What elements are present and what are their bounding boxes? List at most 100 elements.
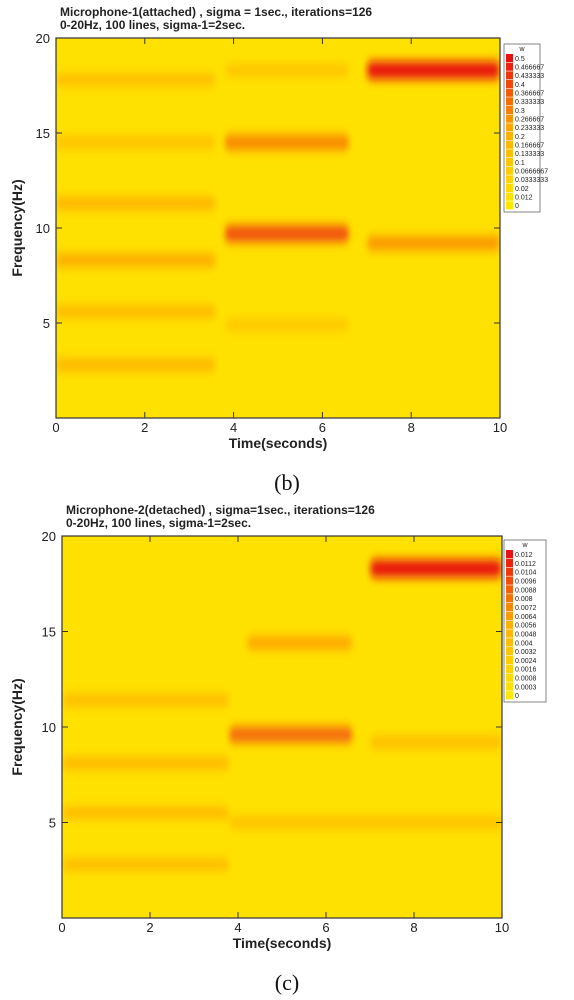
legend-level-label: 0.466667: [515, 65, 544, 72]
legend-swatch: [506, 184, 513, 193]
y-tick-label: 5: [49, 816, 56, 831]
legend-swatch: [506, 664, 513, 673]
y-tick-label: 10: [36, 221, 50, 236]
legend-level-label: 0.0056: [515, 623, 537, 630]
heatmap-bands: [56, 61, 500, 372]
y-tick-label: 15: [42, 625, 56, 640]
heat-band-8: [224, 64, 350, 76]
legend-level-label: 0.266667: [515, 117, 544, 124]
heat-band-core-6: [228, 138, 346, 147]
chart-title: Microphone-1(attached) , sigma = 1sec., …: [60, 5, 372, 19]
legend-swatch: [506, 638, 513, 647]
heat-band-5: [62, 694, 230, 707]
legend-swatch: [506, 620, 513, 629]
x-tick-label: 8: [410, 920, 417, 935]
legend-swatch: [506, 576, 513, 585]
legend-level-label: 0.0016: [515, 667, 537, 674]
panel-0: Microphone-1(attached) , sigma = 1sec., …: [9, 5, 548, 451]
legend-level-label: 0.012: [515, 195, 533, 202]
legend-level-label: 0.5: [515, 56, 525, 63]
x-tick-label: 6: [319, 420, 326, 435]
heat-band-8: [370, 736, 502, 749]
legend-swatch: [506, 132, 513, 141]
legend-level-label: 0.008: [515, 596, 533, 603]
legend-level-label: 0.4: [515, 82, 525, 89]
panel-caption: (c): [275, 970, 299, 995]
legend-level-label: 0.0088: [515, 587, 537, 594]
legend-level-label: 0.166667: [515, 143, 544, 150]
x-axis-label: Time(seconds): [229, 435, 328, 451]
legend-swatch: [506, 175, 513, 184]
legend-level-label: 0.0666667: [515, 169, 548, 176]
legend-swatch: [506, 192, 513, 201]
legend-swatch: [506, 629, 513, 638]
legend-swatch: [506, 673, 513, 682]
heat-band-3: [56, 253, 216, 267]
x-tick-label: 2: [146, 920, 153, 935]
legend-swatch: [506, 71, 513, 80]
chart-title: Microphone-2(detached) , sigma=1sec., it…: [66, 503, 375, 517]
legend-level-label: 0.366667: [515, 91, 544, 98]
x-tick-label: 0: [58, 920, 65, 935]
panel-1: Microphone-2(detached) , sigma=1sec., it…: [9, 503, 547, 951]
heat-band-4: [62, 806, 230, 820]
y-tick-label: 15: [36, 126, 50, 141]
legend-swatch: [506, 682, 513, 691]
legend-swatch: [506, 166, 513, 175]
legend-swatch: [506, 106, 513, 115]
heat-band-2: [246, 636, 353, 650]
x-tick-label: 4: [230, 420, 237, 435]
x-tick-label: 2: [141, 420, 148, 435]
heat-band-3: [62, 757, 230, 770]
legend-level-label: 0.0096: [515, 578, 537, 585]
heatmap-bands: [62, 559, 502, 871]
panel-caption: (b): [274, 470, 300, 495]
legend-level-label: 0.0024: [515, 658, 537, 665]
legend-swatch: [506, 594, 513, 603]
x-axis-label: Time(seconds): [233, 935, 332, 951]
y-tick-label: 5: [43, 316, 50, 331]
chart-subtitle: 0-20Hz, 100 lines, sigma-1=2sec.: [66, 516, 251, 530]
heat-band-5: [56, 358, 216, 372]
heat-band-11: [366, 236, 500, 251]
legend-swatch: [506, 201, 513, 210]
legend-level-label: 0.0048: [515, 631, 537, 638]
y-tick-label: 20: [42, 529, 56, 544]
legend-swatch: [506, 567, 513, 576]
x-tick-label: 6: [322, 920, 329, 935]
legend-title: w: [518, 46, 525, 53]
legend-swatch: [506, 140, 513, 149]
legend-swatch: [506, 114, 513, 123]
legend-swatch: [506, 88, 513, 97]
legend-level-label: 0.1: [515, 160, 525, 167]
heat-band-core-0: [374, 563, 498, 573]
y-axis-label: Frequency(Hz): [9, 179, 25, 276]
legend-level-label: 0.0064: [515, 614, 537, 621]
legend-level-label: 0.004: [515, 640, 533, 647]
legend-swatch: [506, 585, 513, 594]
legend-level-label: 0.0104: [515, 570, 537, 577]
legend-level-label: 0.0112: [515, 561, 536, 568]
x-tick-label: 0: [52, 420, 59, 435]
legend-level-label: 0.3: [515, 108, 525, 115]
legend-swatch: [506, 97, 513, 106]
legend-swatch: [506, 158, 513, 167]
legend-swatch: [506, 149, 513, 158]
legend-level-label: 0.012: [515, 552, 533, 559]
legend-swatch: [506, 611, 513, 620]
legend-level-label: 0.333333: [515, 99, 544, 106]
heat-band-2: [56, 196, 216, 210]
y-tick-label: 20: [36, 31, 50, 46]
legend-level-label: 0.0032: [515, 649, 537, 656]
x-tick-label: 10: [493, 420, 507, 435]
legend-level-label: 0.02: [515, 186, 529, 193]
x-tick-label: 4: [234, 920, 241, 935]
legend-swatch: [506, 550, 513, 559]
legend-swatch: [506, 558, 513, 568]
legend-level-label: 0.433333: [515, 73, 544, 80]
legend-level-label: 0: [515, 203, 519, 210]
heat-band-core-10: [370, 65, 496, 75]
